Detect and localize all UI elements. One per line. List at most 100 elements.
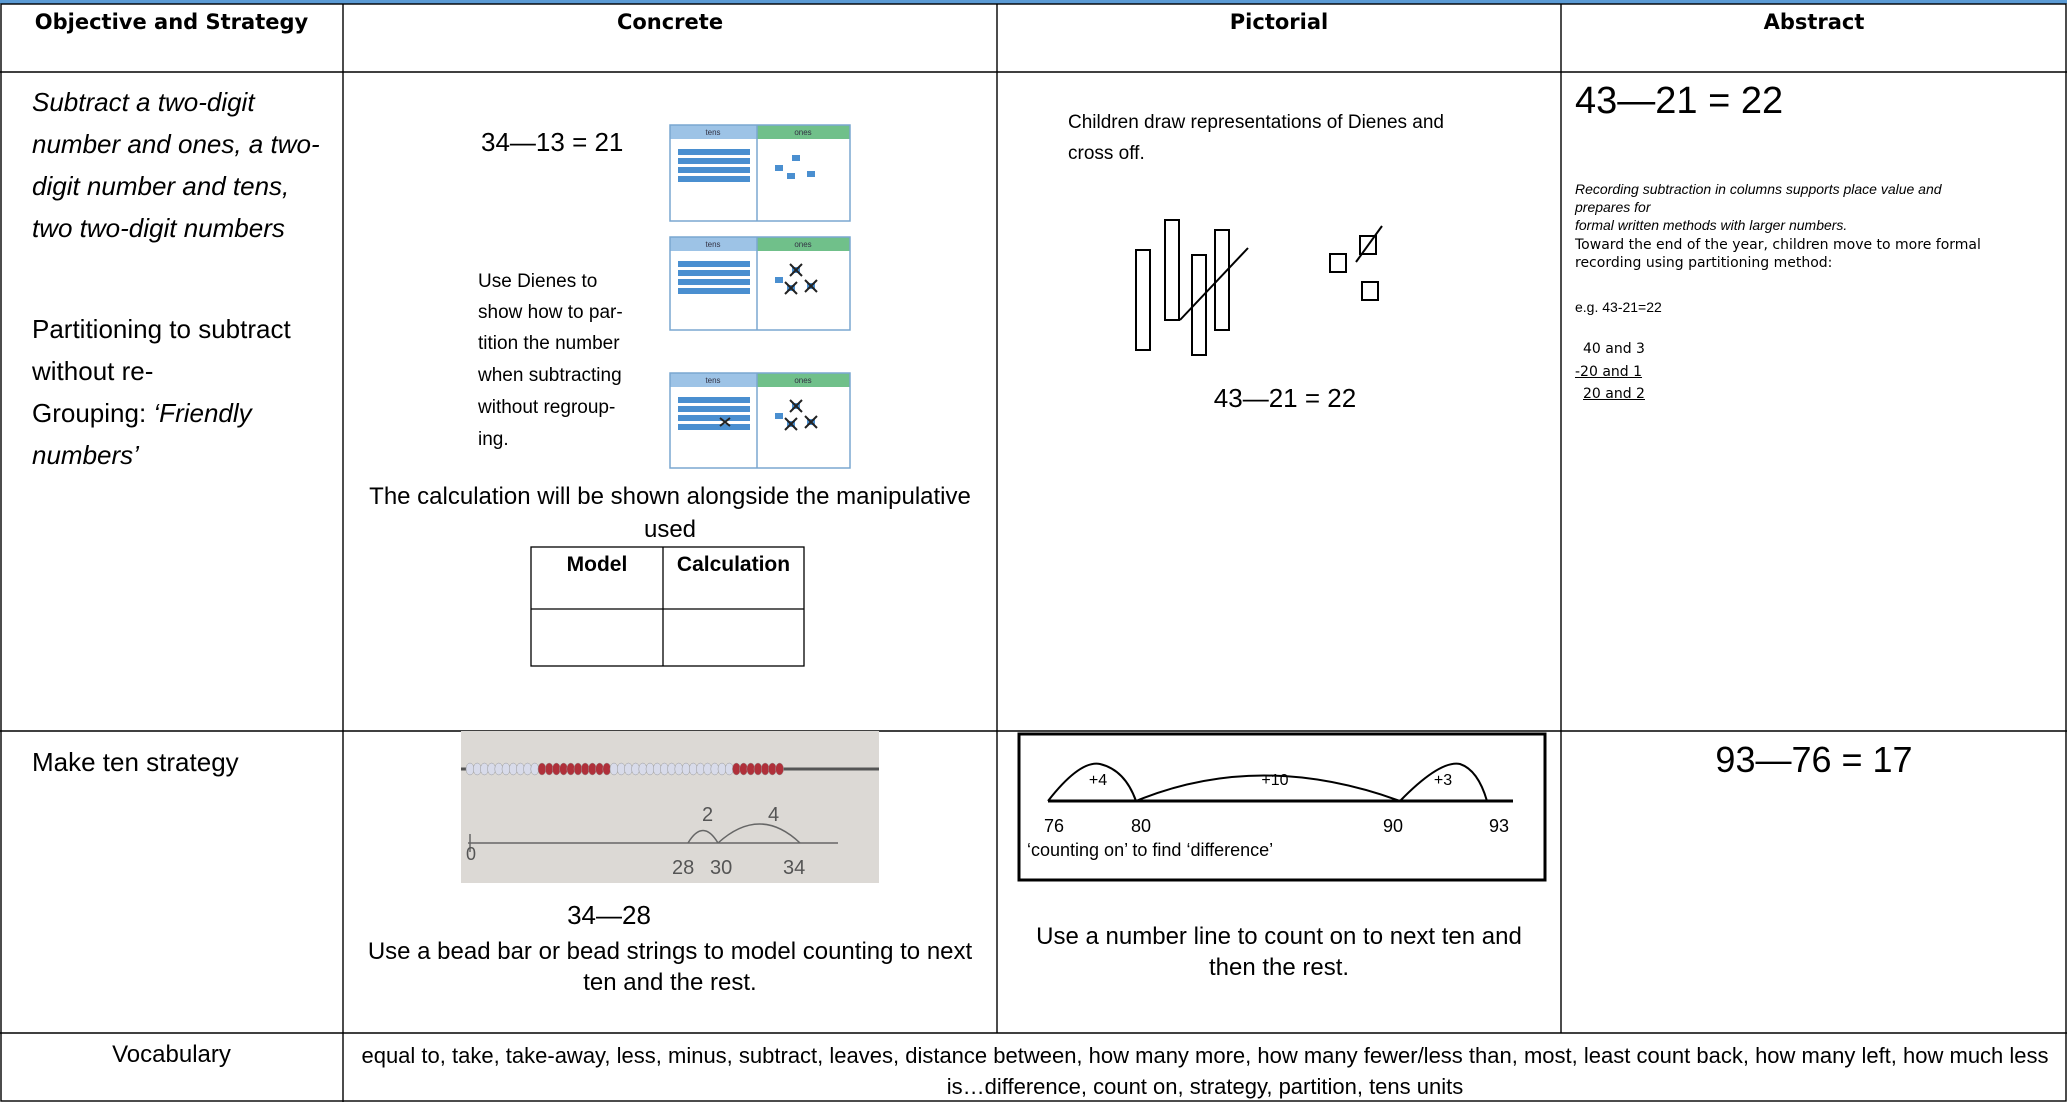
caption: used — [643, 516, 697, 543]
cube — [807, 171, 815, 177]
bead — [480, 762, 489, 776]
cross — [804, 415, 818, 429]
vocab-label: Vocabulary — [112, 1041, 231, 1068]
strategy-line: Partitioning to subtract — [32, 314, 291, 344]
bead — [624, 762, 633, 776]
bead — [753, 762, 763, 776]
bead — [638, 762, 648, 776]
bead — [739, 762, 748, 776]
bead — [588, 762, 597, 776]
bead-mark: 4 — [768, 804, 780, 826]
bead-mark: 28 — [672, 857, 695, 879]
instruction: cross off. — [1068, 143, 1145, 164]
equation: 34—28 — [567, 900, 651, 930]
bead — [775, 762, 784, 776]
bead — [674, 762, 684, 776]
instruction: Children draw representations of Dienes … — [1068, 112, 1444, 133]
jump-label: +10 — [1261, 772, 1289, 789]
note-line: show how to par- — [478, 302, 623, 323]
bead — [602, 762, 612, 776]
rod — [678, 279, 750, 285]
cube — [775, 413, 783, 419]
rod — [678, 288, 750, 294]
cross — [789, 399, 803, 413]
table-header: Model — [566, 553, 628, 576]
grid — [0, 3, 2067, 1102]
bead — [703, 762, 712, 776]
point-label: 76 — [1043, 816, 1065, 836]
box-label: tens — [705, 376, 720, 385]
tens-band — [670, 237, 757, 251]
strategy-italic: numbers’ — [32, 440, 139, 470]
bead — [732, 762, 741, 776]
number-line — [1017, 732, 1547, 882]
vocab-text: equal to, take, take-away, less, minus, … — [361, 1043, 2049, 1099]
tens-band — [670, 373, 757, 387]
working: 20 and 2 — [1583, 386, 1645, 402]
bead — [487, 762, 496, 776]
box-label: ones — [794, 128, 811, 137]
bead — [573, 762, 583, 776]
bead — [710, 762, 720, 776]
objective-line: two two-digit numbers — [32, 213, 285, 243]
box — [669, 372, 851, 469]
rod — [678, 424, 750, 430]
caption: ten and the rest. — [583, 969, 757, 996]
note-italic: formal written methods with larger numbe… — [1575, 217, 1848, 233]
bead — [523, 762, 532, 776]
bead — [724, 762, 734, 776]
bead — [580, 762, 590, 776]
cube — [787, 173, 795, 179]
caption: then the rest. — [1208, 954, 1350, 981]
equation: 93—76 = 17 — [1715, 739, 1913, 780]
table-header: Calculation — [676, 553, 791, 576]
caption: Use a bead bar or bead strings to model … — [367, 938, 973, 965]
box-label: tens — [705, 240, 720, 249]
note: Toward the end of the year, children mov… — [1575, 237, 1981, 253]
bead — [537, 762, 547, 776]
bead — [746, 762, 756, 776]
header: Abstract — [1763, 10, 1865, 34]
bead — [559, 762, 568, 776]
point-label: 80 — [1130, 816, 1152, 836]
strategy-text: Grouping: — [32, 398, 154, 428]
ones-band — [757, 125, 850, 139]
bead — [501, 762, 511, 776]
bead — [681, 762, 691, 776]
rod — [678, 270, 750, 276]
bead — [760, 762, 770, 776]
rod — [678, 406, 750, 412]
bead — [508, 762, 518, 776]
equation: 43—21 = 22 — [1575, 80, 1784, 122]
objective-line: number and ones, a two- — [32, 129, 320, 159]
point-label: 93 — [1488, 816, 1510, 836]
jump-label: +4 — [1088, 772, 1108, 789]
note-italic: Recording subtraction in columns support… — [1575, 181, 1942, 197]
strategy-line: Grouping: ‘Friendly — [32, 400, 252, 426]
line-caption: ‘counting on’ to find ‘difference’ — [1027, 840, 1274, 860]
working: 40 and 3 — [1583, 341, 1645, 357]
note: recording using partitioning method: — [1575, 255, 1833, 271]
bead-mark: 30 — [710, 857, 733, 879]
cross — [784, 417, 798, 431]
note-line: ing. — [478, 429, 509, 450]
note-italic: prepares for — [1575, 199, 1651, 215]
box-label: ones — [794, 240, 811, 249]
bead — [717, 762, 727, 776]
rod — [678, 158, 750, 164]
bead — [660, 762, 669, 776]
box-label: ones — [794, 376, 811, 385]
equation: 34—13 = 21 — [481, 127, 624, 157]
box — [669, 236, 851, 331]
bead — [465, 762, 475, 776]
header: Pictorial — [1229, 10, 1329, 34]
dienes-picture: tens ones — [669, 236, 851, 331]
objective-line: digit number and tens, — [32, 171, 290, 201]
note-line: tition the number — [478, 333, 620, 354]
rod — [678, 261, 750, 267]
bead — [595, 762, 604, 776]
header: Objective and Strategy — [34, 10, 309, 34]
bead — [516, 762, 525, 776]
bead — [494, 762, 504, 776]
